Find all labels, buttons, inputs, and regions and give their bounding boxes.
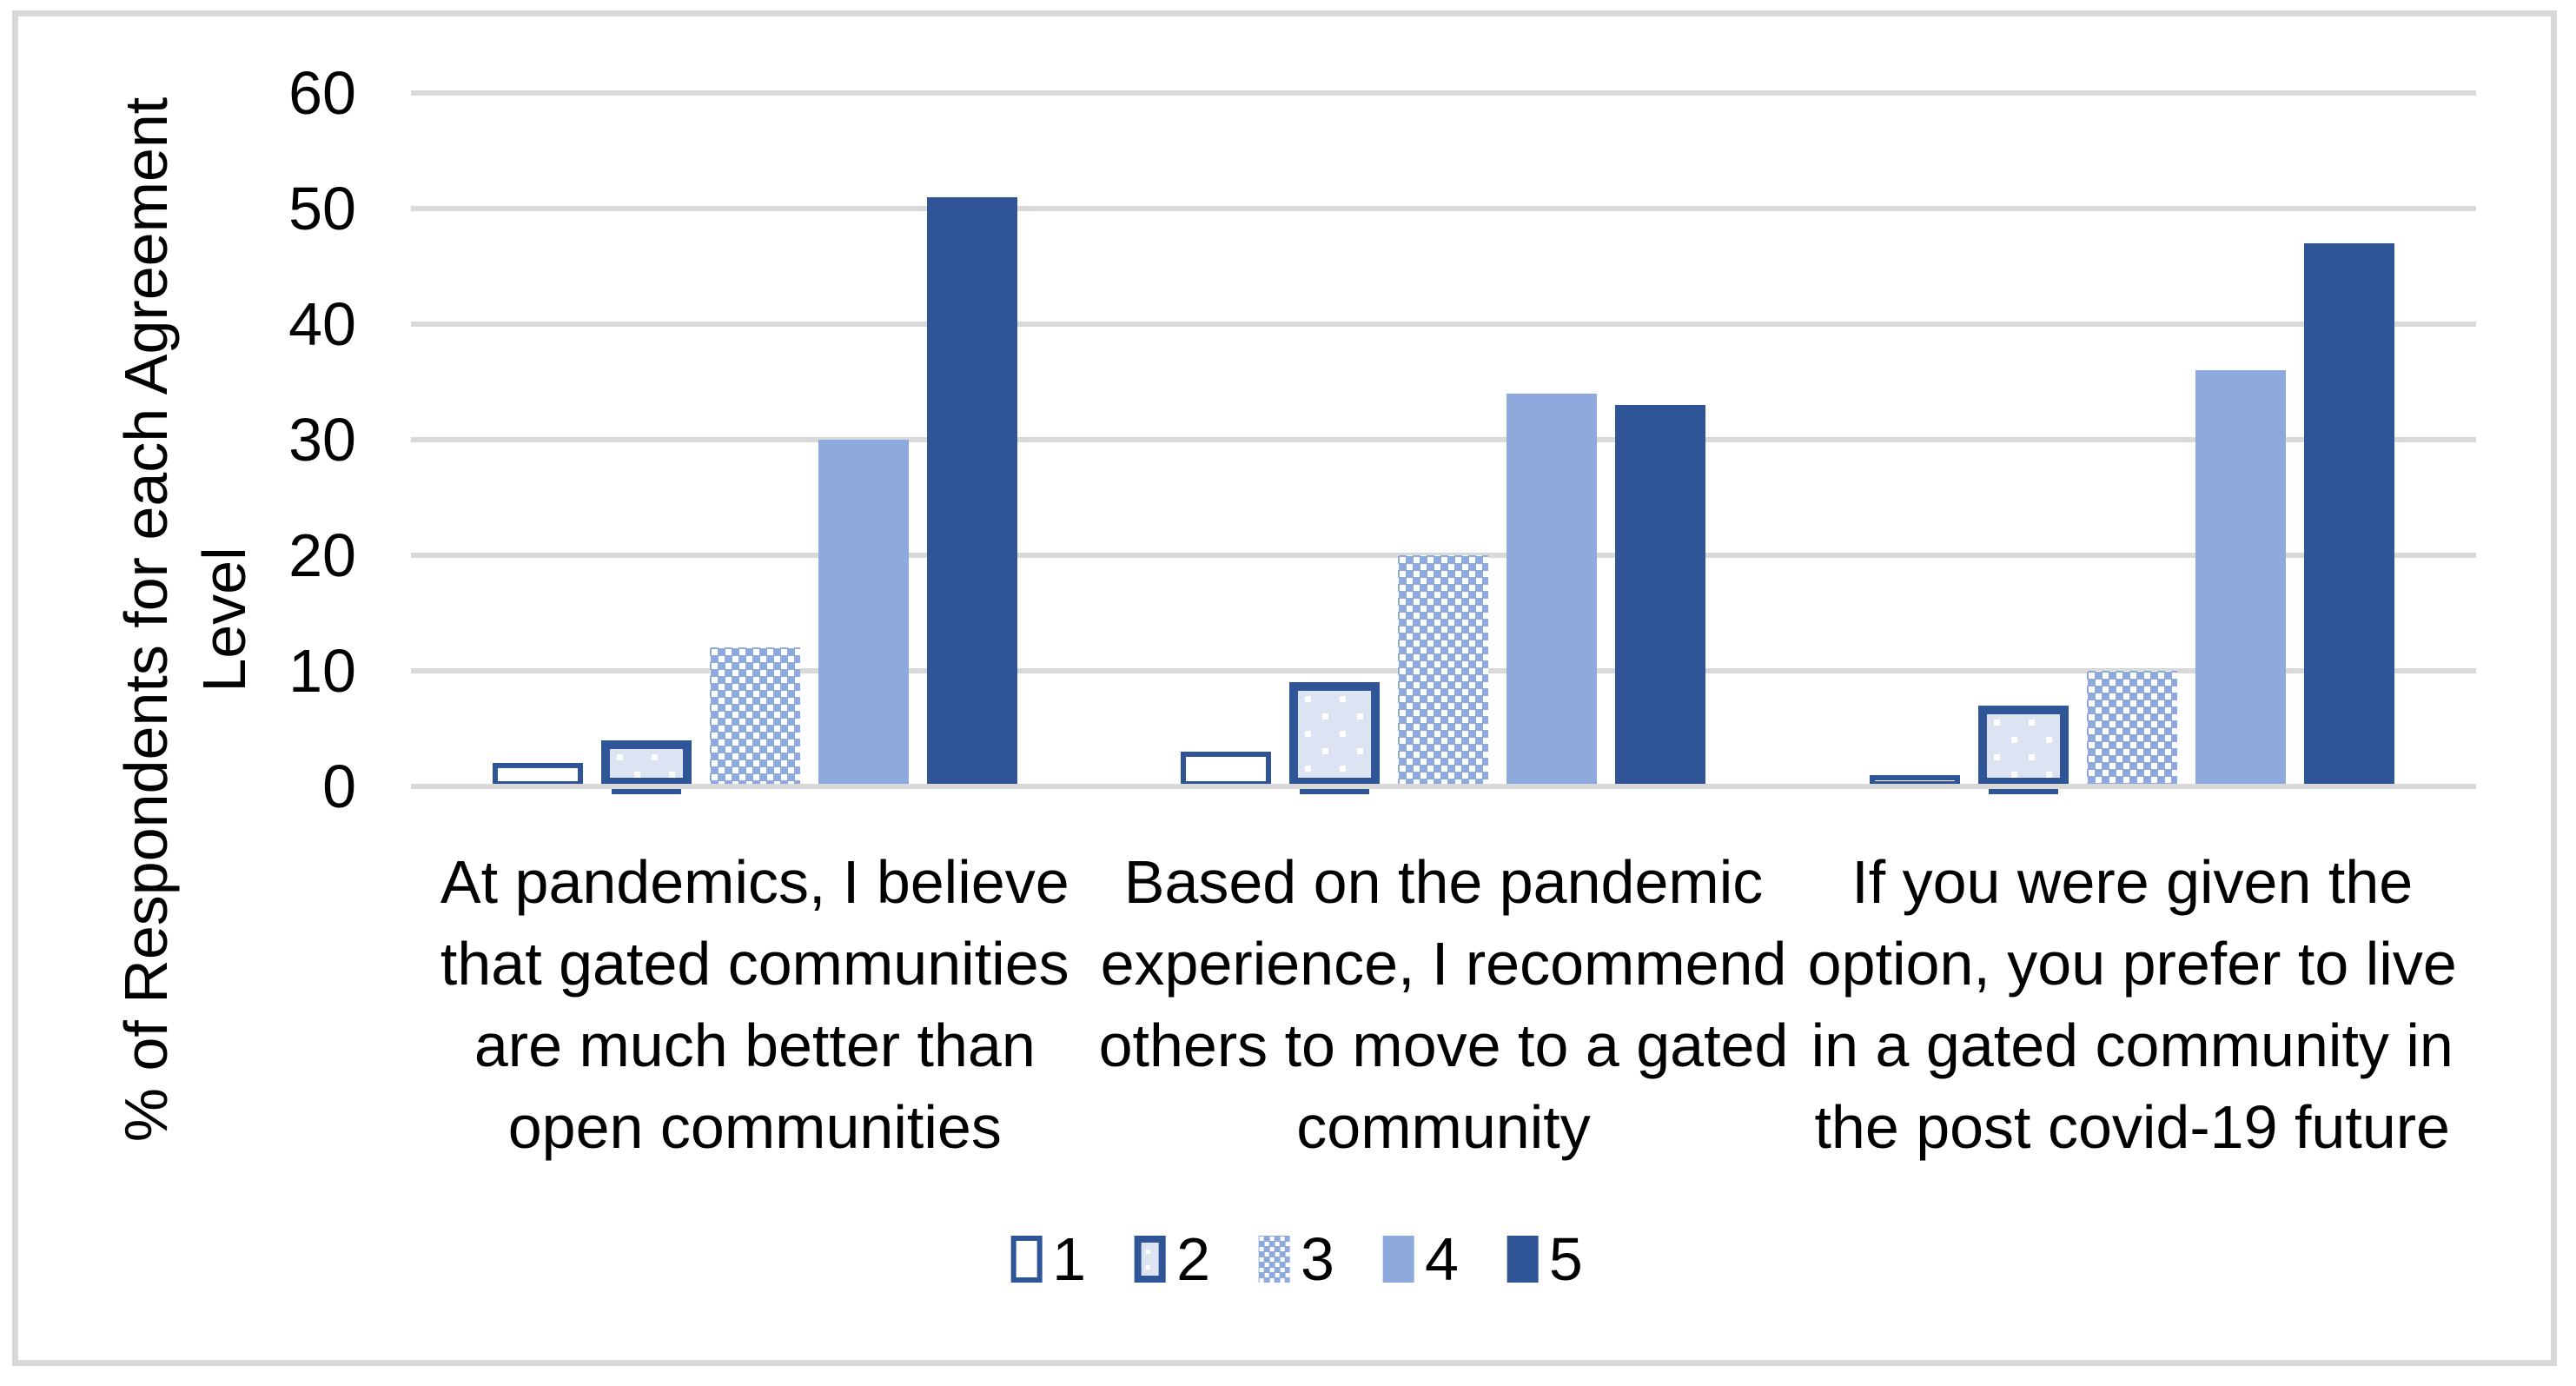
gridline [411,322,2476,327]
category-label: Based on the pandemic experience, I recom… [1098,848,1789,1161]
bar-series-3 [2086,671,2177,786]
legend-item: 1 [1010,1229,1086,1290]
bar-series-4 [818,440,910,786]
category-axis-labels: At pandemics, I believe that gated commun… [411,841,2476,1168]
legend-swatch-5 [1507,1236,1539,1283]
y-tick-label: 60 [288,59,356,127]
bar-series-5 [1615,405,1706,786]
legend-swatch-4 [1382,1236,1414,1283]
bar-series-4 [2195,370,2286,786]
legend-item: 3 [1259,1229,1334,1290]
legend-label: 2 [1176,1225,1211,1293]
legend-item: 2 [1135,1229,1210,1290]
plot-area [411,90,2476,794]
y-tick-label: 30 [288,406,356,474]
gridline [411,206,2476,211]
y-axis-title-line1: % of Respondents for each Agreement [112,96,180,1143]
bar-series-2 [1289,682,1381,794]
bar-series-3 [710,647,801,786]
legend-item: 4 [1382,1225,1459,1293]
bar-series-4 [1507,394,1598,786]
legend-label: 5 [1548,1225,1583,1293]
bar-series-1 [1181,752,1272,786]
y-tick-label: 40 [288,290,356,358]
y-tick-label: 10 [288,637,356,705]
gridline [411,437,2476,442]
bar-group [1099,93,1787,794]
bar-series-3 [1398,555,1489,786]
bar-series-2 [1977,706,2069,794]
legend-swatch-1 [1010,1236,1043,1283]
legend-label: 4 [1424,1225,1459,1293]
legend-label: 3 [1301,1225,1334,1293]
category-label: At pandemics, I believe that gated commun… [440,848,1069,1161]
y-axis-title: % of Respondents for each Agreement Leve… [107,97,263,1142]
legend-swatch-2 [1135,1236,1167,1283]
y-tick-label: 50 [288,175,356,242]
bar-series-2 [601,740,692,794]
legend-label: 1 [1052,1225,1087,1293]
y-tick-label: 20 [288,521,356,589]
bar-series-1 [493,763,584,786]
bar-series-5 [2303,243,2394,786]
chart-border-frame [12,10,2557,1366]
category-label: If you were given the option, you prefer … [1807,848,2457,1161]
bar-group [1788,93,2476,794]
legend-item: 5 [1507,1229,1583,1290]
bar-group [411,93,1099,794]
legend-swatch-3 [1259,1236,1291,1283]
bar-series-5 [927,197,1018,786]
y-tick-label: 0 [322,753,356,820]
gridline [411,90,2476,96]
zero-axis-line [411,784,2476,789]
bar-groups [411,93,2476,794]
